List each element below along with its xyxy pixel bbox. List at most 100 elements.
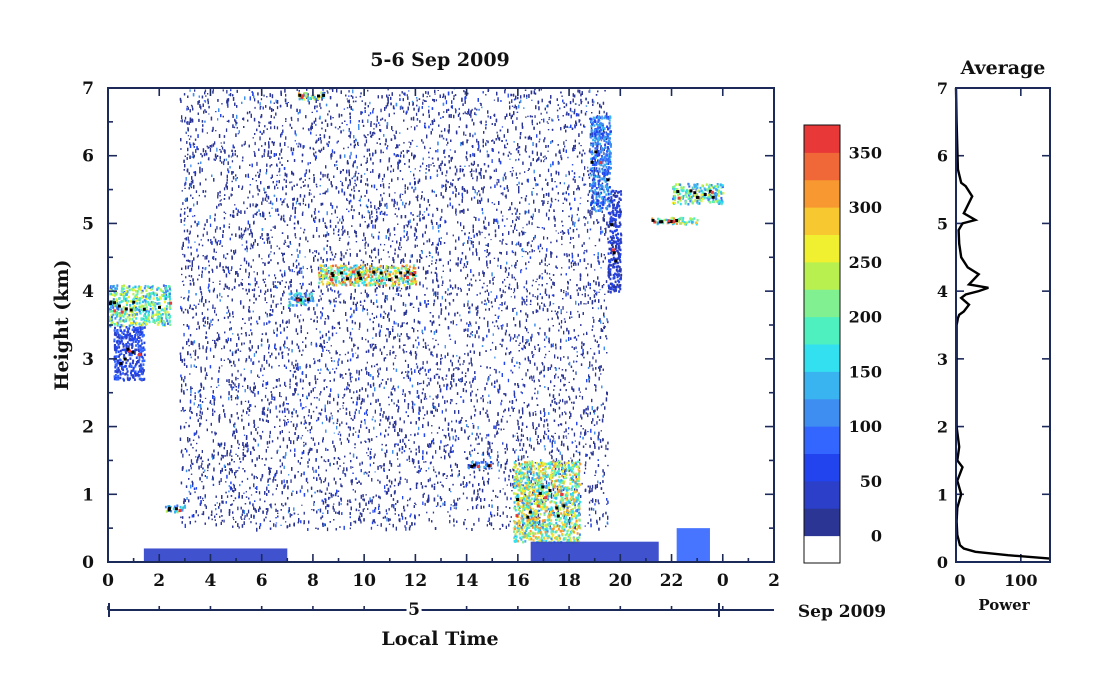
noise-speck xyxy=(508,267,510,270)
noise-speck xyxy=(527,438,529,441)
noise-speck xyxy=(323,459,325,462)
noise-speck xyxy=(541,247,543,250)
noise-speck xyxy=(289,385,291,389)
noise-speck xyxy=(478,218,480,221)
noise-speck xyxy=(181,115,183,120)
noise-speck xyxy=(252,259,254,262)
noise-speck xyxy=(230,155,233,158)
noise-speck xyxy=(576,355,578,357)
noise-speck xyxy=(395,526,397,531)
noise-speck xyxy=(294,313,296,318)
noise-speck xyxy=(567,280,569,284)
noise-speck xyxy=(416,196,418,201)
noise-speck xyxy=(356,369,358,374)
noise-speck xyxy=(579,435,581,438)
noise-speck xyxy=(578,303,580,306)
noise-speck xyxy=(215,251,217,253)
noise-speck xyxy=(481,231,483,234)
noise-speck xyxy=(194,215,196,217)
noise-speck xyxy=(509,339,511,342)
noise-speck xyxy=(384,300,386,303)
noise-speck xyxy=(454,108,457,110)
noise-speck xyxy=(258,121,260,124)
noise-speck xyxy=(541,187,543,191)
noise-speck xyxy=(272,493,274,496)
noise-speck xyxy=(409,146,411,148)
noise-speck xyxy=(441,208,443,213)
noise-speck xyxy=(195,349,197,353)
noise-speck xyxy=(375,315,378,319)
noise-speck xyxy=(374,409,376,414)
noise-speck xyxy=(232,171,234,174)
noise-speck xyxy=(190,225,192,228)
noise-speck xyxy=(595,359,597,363)
noise-speck xyxy=(506,515,508,518)
noise-speck xyxy=(418,370,420,373)
noise-speck xyxy=(593,319,595,323)
noise-speck xyxy=(595,384,597,388)
noise-speck xyxy=(562,231,564,235)
noise-speck xyxy=(547,122,549,124)
noise-speck xyxy=(450,182,452,186)
noise-speck xyxy=(553,209,555,212)
noise-speck xyxy=(411,302,413,305)
noise-speck xyxy=(545,480,548,485)
noise-speck xyxy=(371,478,373,482)
noise-speck xyxy=(560,379,562,383)
noise-speck xyxy=(531,376,533,380)
noise-speck xyxy=(463,90,465,93)
noise-speck xyxy=(464,91,466,95)
noise-speck xyxy=(518,101,521,104)
noise-speck xyxy=(565,174,567,177)
noise-speck xyxy=(581,353,584,357)
noise-speck xyxy=(561,412,563,416)
noise-speck xyxy=(181,280,184,283)
noise-speck xyxy=(254,282,256,287)
noise-speck xyxy=(584,467,587,470)
noise-speck xyxy=(319,102,321,107)
noise-speck xyxy=(293,271,295,273)
noise-speck xyxy=(374,345,376,349)
noise-speck xyxy=(364,421,366,425)
noise-speck xyxy=(341,421,343,424)
noise-speck xyxy=(315,117,317,122)
noise-speck xyxy=(379,348,381,352)
noise-speck xyxy=(567,356,569,360)
noise-speck xyxy=(275,183,278,186)
noise-speck xyxy=(554,408,556,413)
noise-speck xyxy=(387,88,389,91)
noise-speck xyxy=(217,240,220,242)
noise-speck xyxy=(184,375,186,380)
noise-speck xyxy=(378,121,380,124)
noise-speck xyxy=(406,94,408,97)
noise-speck xyxy=(346,387,348,391)
noise-speck xyxy=(477,309,479,314)
noise-speck xyxy=(592,356,594,360)
noise-speck xyxy=(262,380,265,382)
noise-speck xyxy=(300,436,302,440)
noise-speck xyxy=(449,259,451,262)
noise-speck xyxy=(408,460,411,462)
noise-speck xyxy=(314,442,316,446)
noise-speck xyxy=(504,301,506,303)
noise-speck xyxy=(244,400,247,402)
noise-speck xyxy=(425,398,428,400)
noise-speck xyxy=(243,201,245,205)
noise-speck xyxy=(488,292,490,296)
noise-speck xyxy=(404,437,406,439)
noise-speck xyxy=(437,494,439,497)
noise-speck xyxy=(253,353,256,357)
noise-speck xyxy=(538,140,540,143)
noise-speck xyxy=(249,299,251,302)
noise-speck xyxy=(226,178,228,182)
noise-speck xyxy=(284,420,286,423)
noise-speck xyxy=(403,110,405,113)
noise-speck xyxy=(509,158,511,160)
noise-speck xyxy=(429,477,431,482)
noise-speck xyxy=(337,512,339,514)
noise-speck xyxy=(496,379,498,382)
noise-speck xyxy=(237,384,240,389)
noise-speck xyxy=(227,295,229,298)
noise-speck xyxy=(286,422,288,426)
noise-speck xyxy=(234,350,236,354)
